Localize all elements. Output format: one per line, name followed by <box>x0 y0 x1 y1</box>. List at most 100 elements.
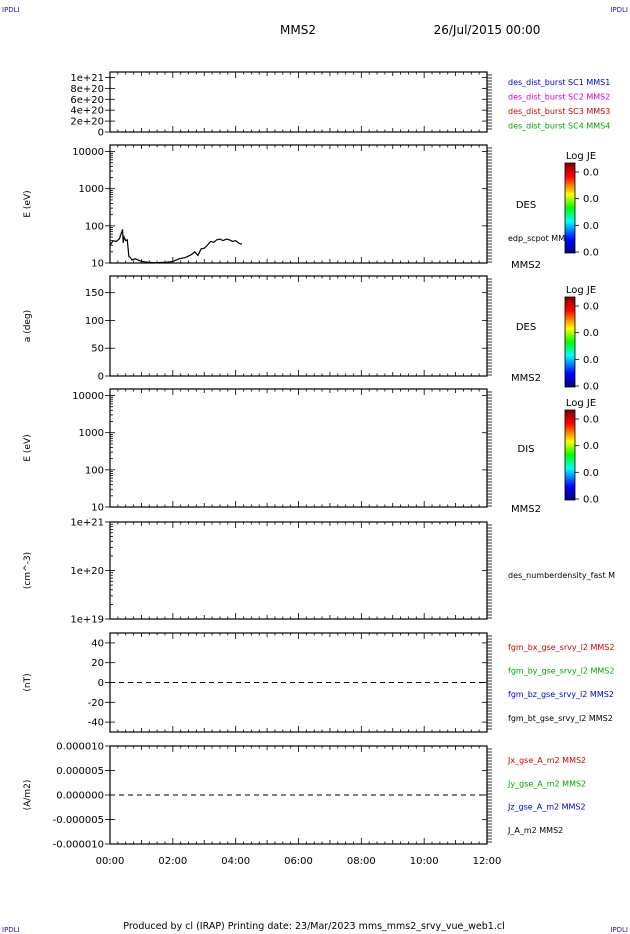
y-tick-label: 0.000005 <box>56 766 104 777</box>
colorbar-frame <box>564 296 576 388</box>
colorbar-title: Log JE <box>566 151 596 162</box>
legend-entry: fgm_bz_gse_srvy_l2 MMS2 <box>508 690 614 699</box>
panel-frame <box>109 275 488 377</box>
y-axis-label: a (deg) <box>23 310 33 342</box>
corner-label-bottom-right: IPDLI <box>610 926 628 934</box>
y-tick-label: 100 <box>85 316 104 327</box>
legend-entry: Jz_gse_A_m2 MMS2 <box>507 803 586 812</box>
x-tick-label: 06:00 <box>284 856 313 867</box>
legend-entry: fgm_bx_gse_srvy_l2 MMS2 <box>508 643 614 652</box>
colorbar-label: 0.0 <box>583 355 599 366</box>
y-tick-label: 10 <box>91 503 104 514</box>
corner-label-bottom-left: IPDLI <box>2 926 20 934</box>
y-tick-label: -40 <box>88 718 104 729</box>
instrument-label: DES <box>516 322 536 333</box>
y-tick-label: 150 <box>85 288 104 299</box>
y-tick-label: 4e+20 <box>70 106 104 117</box>
y-tick-label: 0 <box>98 128 104 139</box>
y-tick-label: 100 <box>85 465 104 476</box>
colorbar-label: 0.0 <box>583 302 599 313</box>
legend-entry: fgm_by_gse_srvy_l2 MMS2 <box>508 667 614 676</box>
colorbar-label: 0.0 <box>583 468 599 479</box>
y-tick-label: 50 <box>91 344 104 355</box>
colorbar-label: 0.0 <box>583 441 599 452</box>
y-tick-label: 10000 <box>72 391 104 402</box>
colorbar-label: 0.0 <box>583 221 599 232</box>
colorbar-frame <box>564 409 576 501</box>
x-tick-label: 10:00 <box>410 856 439 867</box>
y-tick-label: 1e+20 <box>70 566 104 577</box>
y-tick-label: -0.000005 <box>53 815 104 826</box>
legend-entry: des_dist_burst SC1 MMS1 <box>508 78 610 87</box>
y-axis-label: E (eV) <box>23 190 33 217</box>
panel-des_energy: 10000 1000 100 10 E (eV) DES MMS2 edp_scpot MMS… <box>23 144 575 271</box>
colorbar-gradient <box>565 163 575 253</box>
y-tick-label: 1000 <box>79 184 104 195</box>
panel-pitch: 150 100 50 0 a (deg) DES MMS2 <box>23 275 541 384</box>
y-axis-label: E (eV) <box>23 434 33 461</box>
y-tick-label: -0.000010 <box>53 840 104 851</box>
y-tick-label: 40 <box>91 638 104 649</box>
x-tick-label: 02:00 <box>158 856 187 867</box>
colorbar-title: Log JE <box>566 285 596 296</box>
y-tick-label: 1000 <box>79 428 104 439</box>
x-tick-label: 08:00 <box>347 856 376 867</box>
y-tick-label: 1e+21 <box>70 518 104 529</box>
legend-entry: fgm_bt_gse_srvy_l2 MMS2 <box>508 714 613 723</box>
x-tick-label: 12:00 <box>473 856 502 867</box>
y-tick-label: 0.000010 <box>56 742 104 753</box>
panel-density: 1e+21 1e+20 1e+19 (cm^-3) des_numberdensity_… <box>23 518 615 626</box>
corner-label-top-left: IPDLI <box>2 6 20 14</box>
colorbar-label: 0.0 <box>583 248 599 259</box>
colorbar: Log JE 0.0 0.0 0.0 0.0 <box>564 151 599 259</box>
y-axis-label: (A/m2) <box>23 780 33 811</box>
legend-entry: Jy_gse_A_m2 MMS2 <box>507 779 586 788</box>
overlay-series-label: edp_scpot MMS2 <box>508 234 575 243</box>
instrument-label: DES <box>516 200 536 211</box>
y-tick-label: 2e+20 <box>70 117 104 128</box>
spacecraft-title: MMS2 <box>280 23 316 37</box>
legend-entry: des_dist_burst SC4 MMS4 <box>508 122 610 131</box>
colorbar-label: 0.0 <box>583 168 599 179</box>
y-tick-label: 10 <box>91 259 104 270</box>
legend-entry: J_A_m2 MMS2 <box>507 826 563 835</box>
footer-credit: Produced by cl (IRAP) Printing date: 23/… <box>123 921 504 932</box>
x-axis-labels: 00:00 02:00 04:00 06:00 08:00 10:00 12:00 <box>96 856 502 867</box>
corner-label-top-right: IPDLI <box>610 6 628 14</box>
y-tick-label: 100 <box>85 221 104 232</box>
y-tick-label: 1e+21 <box>70 73 104 84</box>
panels-group: 1e+218e+206e+204e+202e+200des_dist_burst… <box>23 71 615 851</box>
colorbar-label: 0.0 <box>583 495 599 506</box>
y-tick-label: 1e+19 <box>70 615 104 626</box>
y-tick-label: 0 <box>98 678 104 689</box>
legend-entry: des_dist_burst SC3 MMS3 <box>508 107 610 116</box>
y-axis-label: (nT) <box>23 673 33 691</box>
datetime-title: 26/Jul/2015 00:00 <box>434 23 541 37</box>
legend-entry: des_dist_burst SC2 MMS2 <box>508 93 610 102</box>
colorbar: Log JE 0.0 0.0 0.0 0.0 <box>564 285 599 393</box>
colorbar-label: 0.0 <box>583 328 599 339</box>
x-tick-label: 04:00 <box>221 856 250 867</box>
colorbar-label: 0.0 <box>583 382 599 393</box>
panel-frame <box>109 521 488 620</box>
spacecraft-panel-label: MMS2 <box>511 373 541 384</box>
y-tick-label: 0 <box>98 372 104 383</box>
y-axis-label: (cm^-3) <box>23 552 33 589</box>
spacecraft-panel-label: MMS2 <box>511 260 541 271</box>
colorbar-title: Log JE <box>566 398 596 409</box>
panel-dis_energy: 10000 1000 100 10 E (eV) DIS MMS2 <box>23 388 541 515</box>
panel-frame <box>109 71 488 133</box>
colorbar-frame <box>564 162 576 254</box>
y-tick-label: 10000 <box>72 147 104 158</box>
x-tick-label: 00:00 <box>96 856 125 867</box>
panel-frame <box>109 388 488 508</box>
y-tick-label: -20 <box>88 698 104 709</box>
y-tick-label: 6e+20 <box>70 95 104 106</box>
colorbar-gradient <box>565 297 575 387</box>
panel-frame <box>109 144 488 264</box>
colorbar-label: 0.0 <box>583 194 599 205</box>
